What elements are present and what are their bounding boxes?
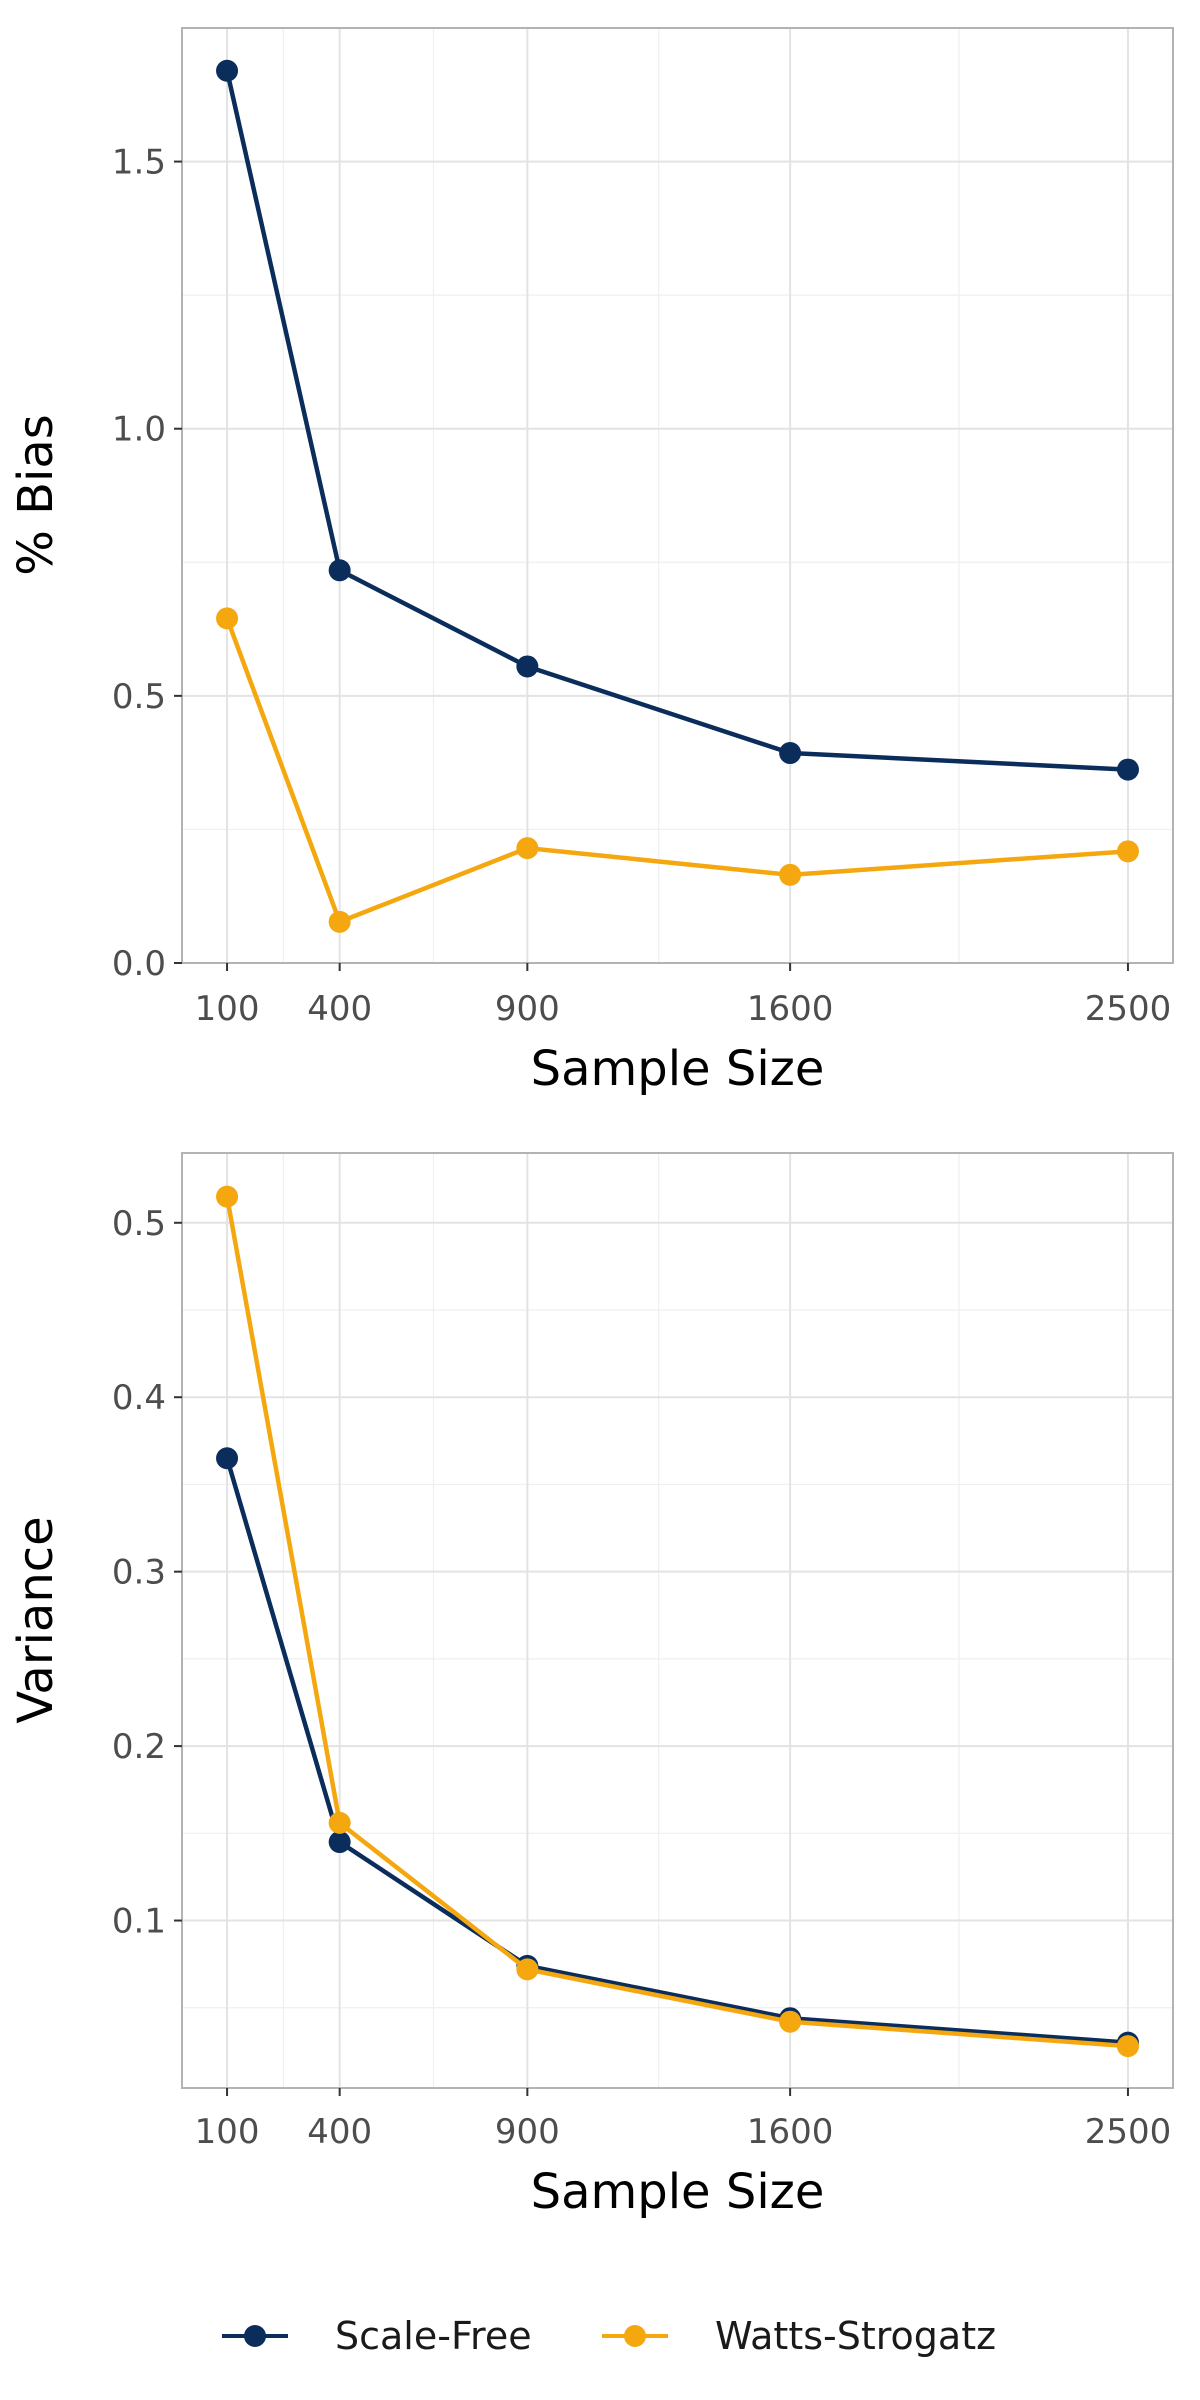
data-point-scale-free — [216, 59, 239, 82]
series-line-scale-free — [224, 1457, 1129, 2045]
series-watts-strogatz — [216, 1185, 1139, 2058]
data-point-scale-free — [216, 1447, 239, 1470]
x-axis-title: Sample Size — [531, 2164, 825, 2220]
x-tick-label: 1600 — [747, 989, 834, 1029]
data-point-scale-free — [1116, 758, 1139, 781]
series-line-watts-strogatz — [224, 617, 1129, 925]
x-tick-label: 400 — [307, 2112, 372, 2152]
y-tick-label: 0.4 — [112, 1378, 166, 1418]
y-tick-label: 0.2 — [112, 1727, 166, 1767]
series-watts-strogatz — [216, 607, 1139, 933]
data-point-watts-strogatz — [779, 863, 802, 886]
x-tick-label: 2500 — [1085, 989, 1172, 1029]
data-point-scale-free — [516, 655, 539, 678]
series-scale-free — [216, 1447, 1139, 2054]
y-axis-title: % Bias — [8, 414, 64, 576]
legend: Scale-Free Watts-Strogatz — [222, 2314, 996, 2358]
data-point-scale-free — [328, 1831, 351, 1854]
data-point-scale-free — [328, 559, 351, 582]
y-tick-label: 0.5 — [112, 677, 166, 717]
panel-border — [181, 27, 1174, 964]
data-point-scale-free — [779, 742, 802, 765]
legend-marker-watts-strogatz — [624, 2325, 646, 2347]
legend-item-scale-free: Scale-Free — [222, 2314, 532, 2358]
data-point-watts-strogatz — [216, 1185, 239, 1208]
x-tick-label: 2500 — [1085, 2112, 1172, 2152]
legend-label-watts-strogatz: Watts-Strogatz — [715, 2314, 996, 2358]
grid — [182, 1153, 1173, 2088]
variance-panel: 100 400 900 1600 2500 0.1 0.2 0.3 0.4 0.5 Sample S… — [8, 1152, 1174, 2220]
legend-item-watts-strogatz: Watts-Strogatz — [602, 2314, 996, 2358]
y-axis-title: Variance — [8, 1516, 64, 1723]
y-tick-label: 0.5 — [112, 1204, 166, 1244]
series-scale-free — [216, 59, 1139, 781]
x-tick-label: 900 — [495, 989, 560, 1029]
grid — [182, 28, 1173, 964]
legend-marker-scale-free — [244, 2325, 266, 2347]
bias-panel: 100 400 900 1600 2500 0.0 0.5 1.0 1.5 Sample Size… — [8, 27, 1174, 1097]
panel-border — [181, 1152, 1174, 2089]
y-tick-label: 1.5 — [112, 143, 166, 183]
y-tick-label: 0.1 — [112, 1902, 166, 1942]
data-point-watts-strogatz — [216, 607, 239, 630]
series-line-watts-strogatz — [224, 1196, 1129, 2049]
x-axis-title: Sample Size — [531, 1041, 825, 1097]
x-tick-label: 100 — [195, 2112, 260, 2152]
data-point-watts-strogatz — [1116, 2035, 1139, 2058]
axes: 100 400 900 1600 2500 0.0 0.5 1.0 1.5 Sample Size… — [8, 143, 1171, 1097]
legend-label-scale-free: Scale-Free — [335, 2314, 532, 2358]
x-tick-label: 900 — [495, 2112, 560, 2152]
data-point-watts-strogatz — [516, 837, 539, 860]
y-tick-label: 0.0 — [112, 944, 166, 984]
data-point-watts-strogatz — [328, 1811, 351, 1834]
data-point-watts-strogatz — [328, 910, 351, 933]
data-point-watts-strogatz — [779, 2010, 802, 2033]
axes: 100 400 900 1600 2500 0.1 0.2 0.3 0.4 0.5 Sample S… — [8, 1204, 1171, 2220]
y-tick-label: 0.3 — [112, 1553, 166, 1593]
x-tick-label: 100 — [195, 989, 260, 1029]
data-point-watts-strogatz — [516, 1958, 539, 1981]
data-point-watts-strogatz — [1116, 840, 1139, 863]
x-tick-label: 1600 — [747, 2112, 834, 2152]
x-tick-label: 400 — [307, 989, 372, 1029]
y-tick-label: 1.0 — [112, 410, 166, 450]
series-line-scale-free — [224, 70, 1129, 772]
